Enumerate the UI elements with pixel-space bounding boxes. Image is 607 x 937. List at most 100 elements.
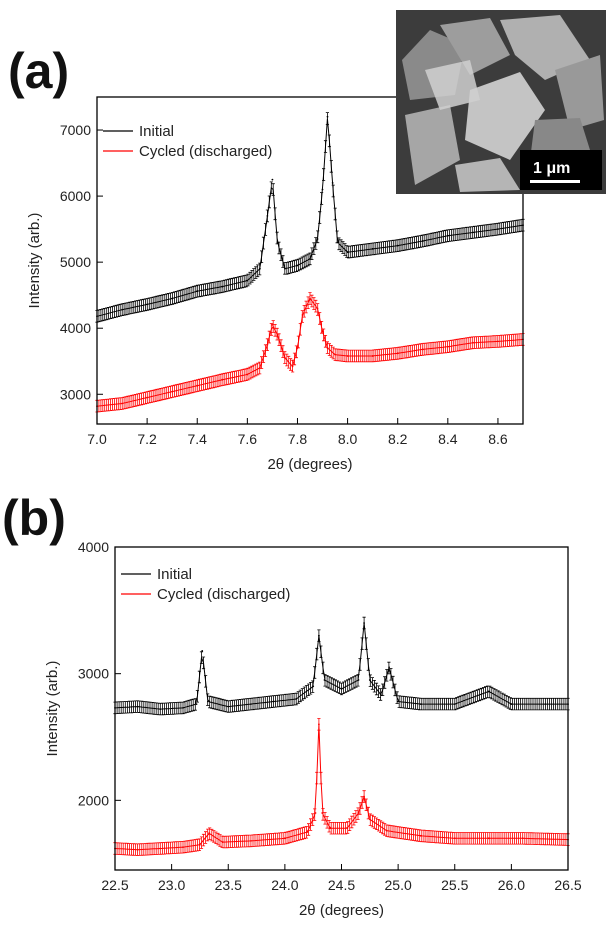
- sem-particle: [405, 105, 460, 185]
- chart-a: 7.0 7.2 7.4 7.6 7.8 8.0 8.2 8.4 8.6 3000 4000 5000 6…: [26, 96, 525, 473]
- data-point: [309, 257, 311, 260]
- x-tick-label: 26.5: [554, 877, 581, 893]
- panel-a-label: (a): [8, 43, 69, 99]
- x-tick-label: 8.6: [488, 431, 508, 447]
- data-point: [346, 355, 349, 357]
- y-tick-label: 3000: [78, 666, 109, 682]
- series-initial: [95, 112, 525, 323]
- data-point: [363, 622, 365, 624]
- data-point: [291, 365, 294, 368]
- data-point: [312, 685, 315, 688]
- x-tick-label: 8.0: [338, 431, 358, 447]
- data-point: [318, 634, 320, 637]
- data-point: [334, 353, 336, 356]
- scale-bar-box: [520, 150, 602, 190]
- sem-particle: [455, 158, 520, 192]
- data-point: [521, 837, 524, 840]
- legend-label: Cycled (discharged): [157, 586, 290, 603]
- sem-particle: [425, 60, 480, 110]
- y-axis-title: Intensity (arb.): [26, 213, 43, 309]
- data-point: [331, 182, 334, 184]
- data-point: [388, 666, 390, 669]
- x-tick-label: 7.8: [288, 431, 308, 447]
- data-point: [246, 373, 249, 376]
- data-point: [321, 812, 324, 814]
- data-point: [295, 698, 298, 700]
- data-point: [171, 390, 174, 393]
- x-tick-label: 25.0: [385, 877, 412, 893]
- data-point: [497, 340, 499, 343]
- data-point: [199, 843, 201, 846]
- data-point: [357, 679, 360, 681]
- plot-frame: [96, 96, 524, 425]
- data-point: [146, 303, 149, 306]
- data-point: [227, 705, 230, 708]
- data-point: [472, 231, 474, 234]
- data-point: [497, 228, 499, 231]
- data-point: [221, 285, 224, 288]
- data-point: [316, 238, 319, 240]
- data-point: [196, 384, 199, 387]
- data-point: [309, 297, 311, 300]
- data-point: [159, 708, 162, 710]
- data-point: [385, 829, 388, 832]
- data-point: [321, 188, 324, 191]
- data-point: [487, 837, 490, 840]
- data-point: [318, 723, 320, 726]
- y-tick-label: 4000: [60, 320, 91, 336]
- data-point: [136, 848, 139, 851]
- x-tick-label: 7.2: [137, 431, 157, 447]
- data-point: [472, 341, 474, 344]
- data-point: [397, 700, 399, 703]
- data-point: [346, 827, 349, 830]
- legend-label: Initial: [139, 123, 174, 140]
- data-point: [336, 241, 339, 244]
- data-point: [136, 705, 139, 708]
- y-tick-label: 2000: [78, 792, 109, 808]
- data-point: [544, 703, 547, 705]
- data-point: [453, 837, 456, 840]
- data-point: [487, 690, 490, 693]
- data-point: [250, 840, 252, 842]
- scale-bar-label: 1 μm: [533, 160, 570, 177]
- data-point: [368, 679, 371, 681]
- data-point: [266, 343, 269, 346]
- y-tick-label: 7000: [60, 122, 91, 138]
- data-point: [419, 703, 422, 705]
- y-tick-label: 6000: [60, 188, 91, 204]
- sem-micrograph-inset: 1 μm: [396, 10, 606, 194]
- data-point: [357, 812, 360, 814]
- data-point: [396, 352, 399, 355]
- data-point: [246, 279, 249, 282]
- data-point: [171, 297, 174, 300]
- data-point: [296, 264, 299, 267]
- panel-b-label: (b): [2, 490, 66, 546]
- x-axis-title: 2θ (degrees): [299, 902, 384, 919]
- x-tick-label: 23.5: [215, 877, 242, 893]
- data-point: [146, 396, 149, 399]
- data-point: [371, 355, 374, 357]
- x-tick-label: 26.0: [498, 877, 525, 893]
- data-point: [195, 703, 198, 705]
- data-point: [221, 841, 224, 843]
- legend-entry: Initial: [103, 123, 174, 140]
- x-tick-label: 7.0: [87, 431, 107, 447]
- legend-entry: Cycled (discharged): [103, 143, 272, 160]
- series-cycled: [113, 718, 570, 856]
- x-tick-label: 22.5: [101, 877, 128, 893]
- series-initial: [113, 616, 570, 716]
- sem-particle: [555, 55, 604, 130]
- x-tick-label: 7.4: [188, 431, 208, 447]
- data-point: [421, 348, 424, 351]
- data-point: [346, 251, 349, 254]
- data-point: [266, 215, 269, 217]
- legend-entry: Cycled (discharged): [121, 586, 290, 603]
- legend-label: Cycled (discharged): [139, 143, 272, 160]
- data-point: [271, 324, 274, 326]
- x-tick-label: 23.0: [158, 877, 185, 893]
- data-point: [329, 827, 332, 830]
- data-point: [453, 703, 456, 705]
- data-point: [419, 834, 422, 837]
- data-point: [284, 267, 286, 270]
- x-tick-label: 7.6: [238, 431, 258, 447]
